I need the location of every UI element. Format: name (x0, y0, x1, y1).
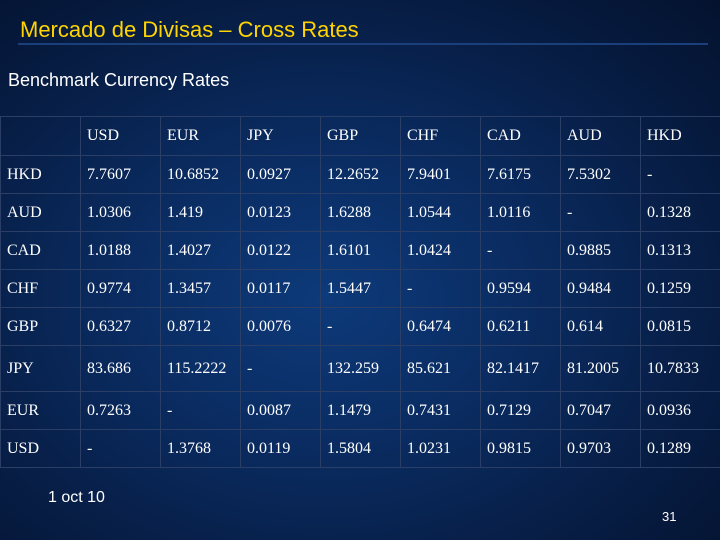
rate-cell: 81.2005 (560, 345, 641, 392)
column-header: AUD (560, 116, 641, 156)
column-header: EUR (160, 116, 241, 156)
rate-cell: 1.0231 (400, 429, 481, 468)
rate-cell: - (640, 155, 720, 194)
rate-cell: 1.0424 (400, 231, 481, 270)
rate-cell: 1.6101 (320, 231, 401, 270)
rate-cell: 0.9885 (560, 231, 641, 270)
row-label: HKD (0, 155, 81, 194)
rate-cell: 0.0815 (640, 307, 720, 346)
rate-cell: - (480, 231, 561, 270)
rate-cell: 1.0306 (80, 193, 161, 232)
rate-cell: 1.3457 (160, 269, 241, 308)
table-row: JPY 83.686 115.2222 - 132.259 85.621 82.… (0, 345, 720, 392)
table-row: CAD 1.0188 1.4027 0.0122 1.6101 1.0424 -… (0, 231, 720, 270)
row-label: AUD (0, 193, 81, 232)
rate-cell: - (560, 193, 641, 232)
rate-cell: 0.9594 (480, 269, 561, 308)
footer-date: 1 oct 10 (48, 489, 105, 506)
rate-cell: 1.3768 (160, 429, 241, 468)
row-label: JPY (0, 345, 81, 392)
row-label: GBP (0, 307, 81, 346)
row-label: CAD (0, 231, 81, 270)
rate-cell: - (240, 345, 321, 392)
page-number: 31 (662, 509, 677, 524)
rate-cell: 0.9815 (480, 429, 561, 468)
rate-cell: 7.5302 (560, 155, 641, 194)
rate-cell: 0.0936 (640, 391, 720, 430)
table-row: AUD 1.0306 1.419 0.0123 1.6288 1.0544 1.… (0, 193, 720, 232)
rate-cell: 1.1479 (320, 391, 401, 430)
rate-cell: 0.0087 (240, 391, 321, 430)
rate-cell: 0.7129 (480, 391, 561, 430)
rate-cell: 12.2652 (320, 155, 401, 194)
row-label: USD (0, 429, 81, 468)
rate-cell: 0.0117 (240, 269, 321, 308)
rate-cell: 1.5447 (320, 269, 401, 308)
row-label: EUR (0, 391, 81, 430)
rate-cell: 0.0122 (240, 231, 321, 270)
table-row: CHF 0.9774 1.3457 0.0117 1.5447 - 0.9594… (0, 269, 720, 308)
rate-cell: 0.6211 (480, 307, 561, 346)
rate-cell: 132.259 (320, 345, 401, 392)
rate-cell: 1.419 (160, 193, 241, 232)
rate-cell: 0.1328 (640, 193, 720, 232)
rate-cell: 1.4027 (160, 231, 241, 270)
column-header: CHF (400, 116, 481, 156)
rate-cell: 7.6175 (480, 155, 561, 194)
rate-cell: 0.8712 (160, 307, 241, 346)
table-row: EUR 0.7263 - 0.0087 1.1479 0.7431 0.7129… (0, 391, 720, 430)
rate-cell: 0.614 (560, 307, 641, 346)
rate-cell: 7.9401 (400, 155, 481, 194)
rate-cell: 1.6288 (320, 193, 401, 232)
slide-subtitle: Benchmark Currency Rates (8, 70, 230, 90)
column-header: GBP (320, 116, 401, 156)
table-header-row: USD EUR JPY GBP CHF CAD AUD HKD (0, 116, 720, 156)
rate-cell: 82.1417 (480, 345, 561, 392)
table-row: HKD 7.7607 10.6852 0.0927 12.2652 7.9401… (0, 155, 720, 194)
table-row: GBP 0.6327 0.8712 0.0076 - 0.6474 0.6211… (0, 307, 720, 346)
corner-cell (0, 116, 81, 156)
rate-cell: 0.0927 (240, 155, 321, 194)
slide-title: Mercado de Divisas – Cross Rates (20, 17, 359, 42)
rate-cell: 7.7607 (80, 155, 161, 194)
rate-cell: 10.6852 (160, 155, 241, 194)
rate-cell: 1.0116 (480, 193, 561, 232)
rate-cell: 0.7263 (80, 391, 161, 430)
rate-cell: 0.0123 (240, 193, 321, 232)
rate-cell: 0.0076 (240, 307, 321, 346)
rate-cell: 0.7047 (560, 391, 641, 430)
cross-rates-table: USD EUR JPY GBP CHF CAD AUD HKD HKD 7.76… (0, 116, 720, 468)
rate-cell: 1.0544 (400, 193, 481, 232)
rate-cell: 10.7833 (640, 345, 720, 392)
rate-cell: - (400, 269, 481, 308)
rate-cell: - (320, 307, 401, 346)
rate-cell: - (80, 429, 161, 468)
rate-cell: 83.686 (80, 345, 161, 392)
row-label: CHF (0, 269, 81, 308)
column-header: JPY (240, 116, 321, 156)
rate-cell: 0.1289 (640, 429, 720, 468)
column-header: CAD (480, 116, 561, 156)
rate-cell: 1.0188 (80, 231, 161, 270)
column-header: HKD (640, 116, 720, 156)
rate-cell: 1.5804 (320, 429, 401, 468)
rate-cell: 0.7431 (400, 391, 481, 430)
rate-cell: 85.621 (400, 345, 481, 392)
rate-cell: 0.0119 (240, 429, 321, 468)
column-header: USD (80, 116, 161, 156)
rate-cell: 0.1259 (640, 269, 720, 308)
rate-cell: 0.9774 (80, 269, 161, 308)
title-underline (18, 43, 708, 45)
rate-cell: 0.1313 (640, 231, 720, 270)
rate-cell: 0.6474 (400, 307, 481, 346)
rate-cell: 0.9484 (560, 269, 641, 308)
table-row: USD - 1.3768 0.0119 1.5804 1.0231 0.9815… (0, 429, 720, 468)
rate-cell: 115.2222 (160, 345, 241, 392)
rate-cell: - (160, 391, 241, 430)
rate-cell: 0.9703 (560, 429, 641, 468)
rate-cell: 0.6327 (80, 307, 161, 346)
